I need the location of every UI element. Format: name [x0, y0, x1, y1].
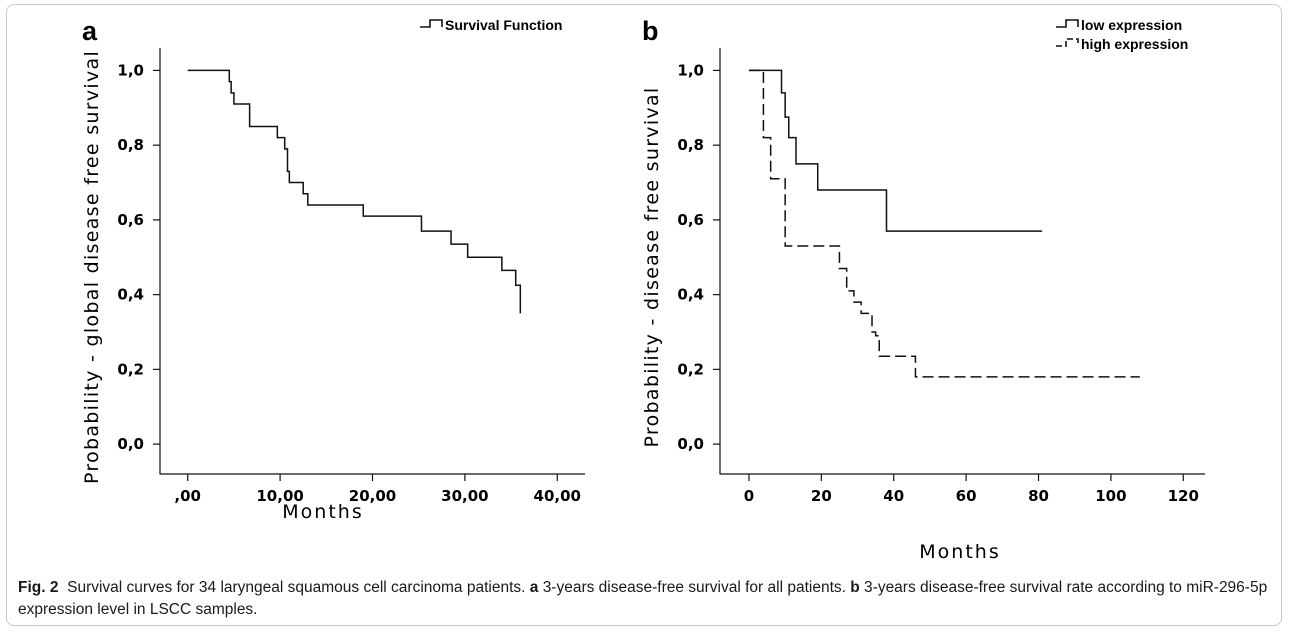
y-axis-title: Probability - global disease free surviv…	[81, 50, 103, 484]
legend-symbol	[420, 19, 443, 28]
caption-fig-label: Fig. 2	[18, 579, 59, 596]
legend-label: high expression	[1081, 36, 1188, 52]
y-tick-label: 0,6	[117, 211, 144, 229]
panel-label: b	[642, 16, 659, 46]
y-tick-label: 0,2	[117, 360, 144, 378]
legend-symbol	[1056, 19, 1079, 28]
x-tick-label: 120	[1168, 487, 1199, 505]
figure-caption: Fig. 2 Survival curves for 34 laryngeal …	[18, 577, 1273, 621]
x-tick-label: 20	[811, 487, 832, 505]
x-axis-title: Months	[919, 541, 1000, 563]
x-tick-label: 40,00	[534, 487, 581, 505]
caption-intro: Survival curves for 34 laryngeal squamou…	[67, 579, 526, 596]
x-axis-title: Months	[282, 501, 363, 523]
series-line-2	[748, 69, 1140, 378]
y-tick-label: 1,0	[117, 61, 144, 79]
caption-b-label: b	[850, 579, 860, 596]
legend-label: Survival Function	[445, 17, 562, 33]
x-tick-label: 0	[744, 487, 754, 505]
figure-charts: a 0,0 0,2 0,4 0,6 0,8 1,0 ,00 10,00 20,00 30,00 40,…	[81, 16, 1205, 563]
x-tick-label: ,00	[174, 487, 201, 505]
chart-panel-a: a 0,0 0,2 0,4 0,6 0,8 1,0 ,00 10,00 20,00 30,00 40,…	[81, 16, 585, 523]
y-tick-label: 0,4	[677, 286, 704, 304]
x-tick-label: 30,00	[441, 487, 488, 505]
x-tick-label: 10,00	[256, 487, 303, 505]
series-line-1	[187, 69, 522, 314]
series-line-1	[748, 69, 1043, 232]
y-tick-label: 0,2	[677, 360, 704, 378]
figure-frame	[6, 4, 1282, 626]
caption-a-text: 3-years disease-free survival for all pa…	[542, 579, 846, 596]
x-tick-label: 40	[883, 487, 904, 505]
y-tick-label: 0,4	[117, 286, 144, 304]
y-tick-label: 0,8	[117, 136, 144, 154]
y-tick-label: 1,0	[677, 61, 704, 79]
y-tick-label: 0,0	[677, 435, 704, 453]
legend-symbol	[1056, 38, 1079, 47]
caption-a-label: a	[529, 579, 539, 596]
x-tick-label: 100	[1095, 487, 1126, 505]
caption-b-text: 3-years disease-free survival rate accor…	[18, 579, 1268, 618]
x-tick-label: 20,00	[349, 487, 396, 505]
x-tick-label: 80	[1028, 487, 1049, 505]
y-axis-title: Probability - disease free survival	[641, 86, 663, 447]
legend-label: low expression	[1081, 17, 1182, 33]
x-tick-label: 60	[956, 487, 977, 505]
panel-label: a	[82, 16, 98, 46]
y-tick-label: 0,6	[677, 211, 704, 229]
chart-panel-b: b 0,0 0,2 0,4 0,6 0,8 1,0 0 20 40 60 80 100 120 Probab…	[641, 16, 1205, 563]
y-tick-label: 0,0	[117, 435, 144, 453]
y-tick-label: 0,8	[677, 136, 704, 154]
